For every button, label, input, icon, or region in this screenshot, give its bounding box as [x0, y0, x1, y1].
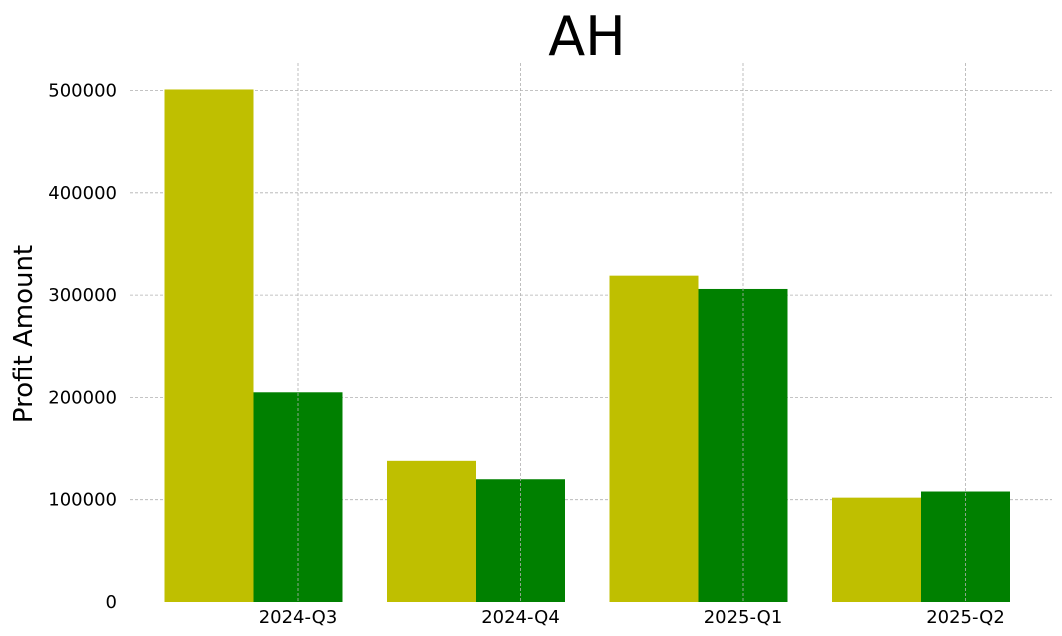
- x-axis-ticks: 2024-Q3 2024-Q4 2025-Q1 2025-Q2: [259, 607, 1005, 628]
- y-tick-label: 100000: [48, 490, 117, 511]
- y-tick-label: 200000: [48, 387, 117, 408]
- y-tick-label: 0: [106, 592, 117, 613]
- x-tick-label: 2025-Q2: [926, 607, 1005, 628]
- bar-2024-Q3-s2: [253, 392, 343, 602]
- x-tick-label: 2024-Q4: [481, 607, 560, 628]
- y-axis-label: Profit Amount: [9, 245, 39, 423]
- x-tick-label: 2025-Q1: [704, 607, 783, 628]
- grid: [130, 90, 1052, 501]
- bars: [164, 63, 1010, 603]
- bar-2024-Q4-s1: [387, 460, 476, 602]
- y-tick-label: 400000: [48, 183, 117, 204]
- bar-2025-Q1-s1: [609, 275, 699, 602]
- chart-title: AH: [548, 5, 626, 68]
- bar-2025-Q2-s1: [832, 497, 921, 602]
- bar-2024-Q3-s1: [164, 89, 254, 603]
- y-axis-ticks: 0 100000 200000 300000 400000 500000: [48, 81, 117, 614]
- y-tick-label: 500000: [48, 81, 117, 102]
- y-tick-label: 300000: [48, 285, 117, 306]
- x-tick-label: 2024-Q3: [259, 607, 338, 628]
